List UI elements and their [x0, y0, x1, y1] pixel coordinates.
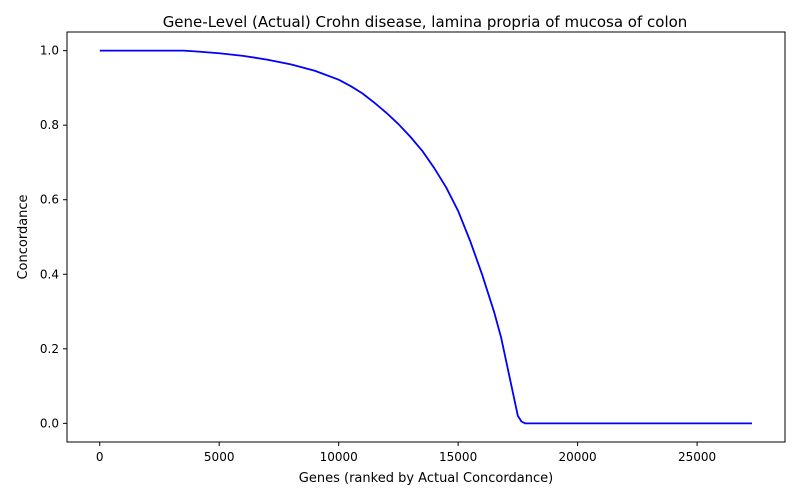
- x-axis-label: Genes (ranked by Actual Concordance): [299, 471, 553, 486]
- y-tick-label: 0.4: [40, 267, 59, 281]
- x-tick-label: 20000: [559, 450, 597, 464]
- y-axis: 0.0 0.2 0.4 0.6 0.8 1.0: [40, 44, 67, 430]
- x-tick-label: 10000: [320, 450, 358, 464]
- chart-title: Gene-Level (Actual) Crohn disease, lamin…: [163, 13, 688, 31]
- y-axis-label: Concordance: [16, 194, 31, 279]
- x-tick-label: 25000: [678, 450, 716, 464]
- y-tick-label: 0.2: [40, 342, 59, 356]
- x-tick-label: 5000: [204, 450, 235, 464]
- plot-area: [66, 31, 786, 443]
- y-tick-label: 0.0: [40, 416, 59, 430]
- x-axis: 0 5000 10000 15000 20000 25000: [96, 442, 716, 464]
- y-tick-label: 1.0: [40, 44, 59, 58]
- x-tick-label: 0: [96, 450, 104, 464]
- x-tick-label: 15000: [439, 450, 477, 464]
- y-tick-label: 0.6: [40, 193, 59, 207]
- plot-frame: [66, 31, 786, 443]
- concordance-series-line: [99, 49, 753, 425]
- y-tick-label: 0.8: [40, 118, 59, 132]
